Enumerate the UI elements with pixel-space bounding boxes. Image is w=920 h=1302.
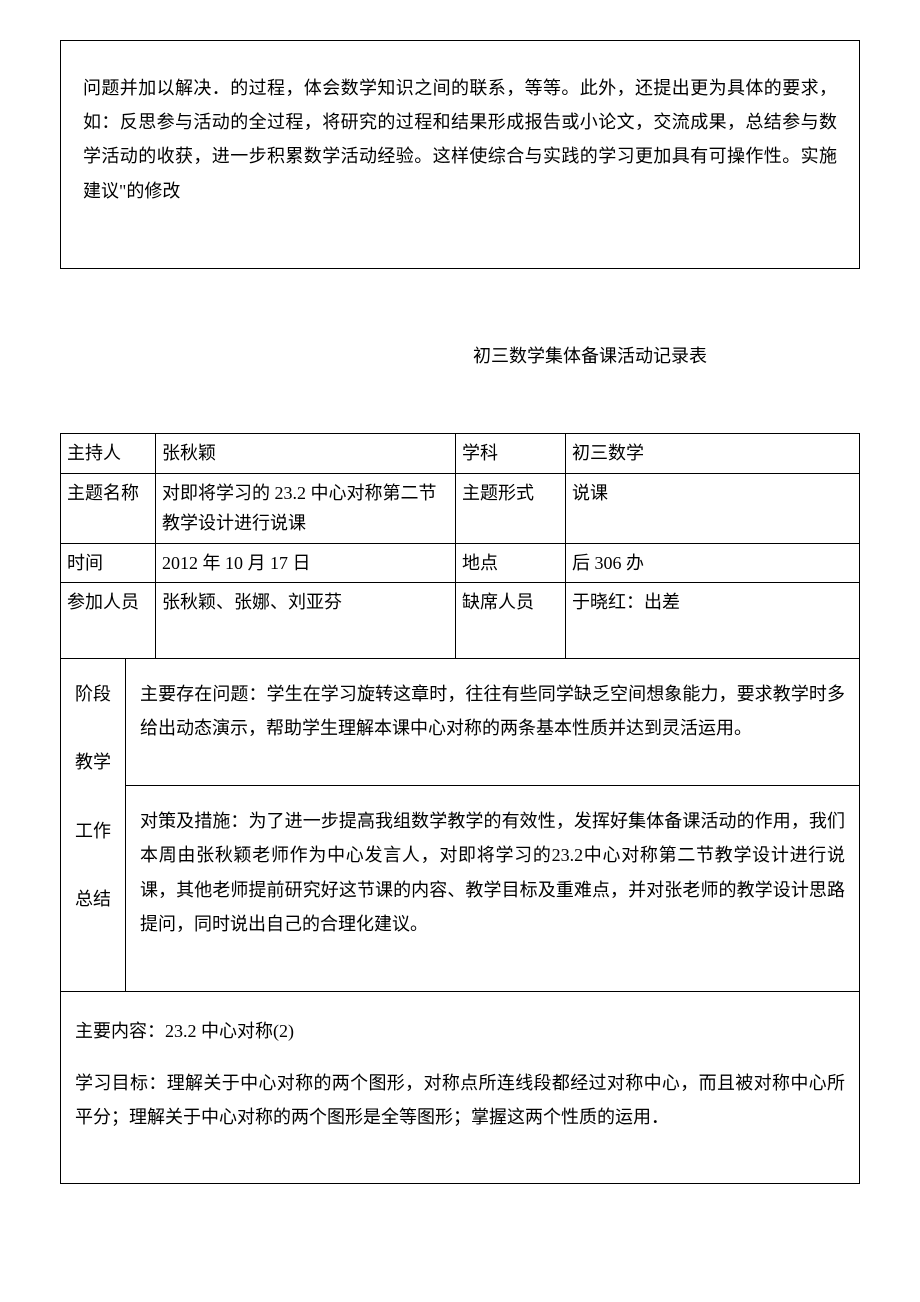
learning-goal: 学习目标：理解关于中心对称的两个图形，对称点所连线段都经过对称中心，而且被对称中… [75, 1066, 845, 1134]
meta-subject-value: 初三数学 [566, 433, 860, 473]
meta-row-attend: 参加人员 张秋颖、张娜、刘亚芬 缺席人员 于晓红：出差 [61, 583, 860, 659]
meta-attend-label: 参加人员 [61, 583, 156, 659]
section-title: 初三数学集体备课活动记录表 [60, 339, 860, 373]
section-title-text: 初三数学集体备课活动记录表 [473, 346, 707, 366]
stage-label-text: 阶段 教学 工作 总结 [75, 684, 111, 909]
meta-row-time: 时间 2012 年 10 月 17 日 地点 后 306 办 [61, 543, 860, 583]
stage-problems-cell: 主要存在问题：学生在学习旋转这章时，往往有些同学缺乏空间想象能力，要求教学时多给… [126, 659, 860, 786]
stage-row-measures: 对策及措施：为了进一步提高我组数学教学的有效性，发挥好集体备课活动的作用，我们本… [61, 786, 860, 992]
stage-label-cell: 阶段 教学 工作 总结 [61, 659, 126, 992]
content-box: 主要内容：23.2 中心对称(2) 学习目标：理解关于中心对称的两个图形，对称点… [60, 992, 860, 1184]
meta-form-label: 主题形式 [456, 473, 566, 543]
meta-time-label: 时间 [61, 543, 156, 583]
meta-host-value: 张秋颖 [156, 433, 456, 473]
meta-absent-value: 于晓红：出差 [566, 583, 860, 659]
meta-place-label: 地点 [456, 543, 566, 583]
meta-host-label: 主持人 [61, 433, 156, 473]
top-paragraph-text: 问题并加以解决．的过程，体会数学知识之间的联系，等等。此外，还提出更为具体的要求… [83, 78, 837, 201]
meta-subject-label: 学科 [456, 433, 566, 473]
meta-topic-value: 对即将学习的 23.2 中心对称第二节教学设计进行说课 [156, 473, 456, 543]
page-container: 问题并加以解决．的过程，体会数学知识之间的联系，等等。此外，还提出更为具体的要求… [0, 0, 920, 1244]
stage-measures-cell: 对策及措施：为了进一步提高我组数学教学的有效性，发挥好集体备课活动的作用，我们本… [126, 786, 860, 992]
meta-table: 主持人 张秋颖 学科 初三数学 主题名称 对即将学习的 23.2 中心对称第二节… [60, 433, 860, 659]
meta-row-topic: 主题名称 对即将学习的 23.2 中心对称第二节教学设计进行说课 主题形式 说课 [61, 473, 860, 543]
main-content-label: 主要内容：23.2 中心对称(2) [75, 1014, 845, 1048]
top-paragraph-box: 问题并加以解决．的过程，体会数学知识之间的联系，等等。此外，还提出更为具体的要求… [60, 40, 860, 269]
meta-absent-label: 缺席人员 [456, 583, 566, 659]
meta-form-value: 说课 [566, 473, 860, 543]
meta-attend-value: 张秋颖、张娜、刘亚芬 [156, 583, 456, 659]
stage-table: 阶段 教学 工作 总结 主要存在问题：学生在学习旋转这章时，往往有些同学缺乏空间… [60, 659, 860, 992]
meta-row-host: 主持人 张秋颖 学科 初三数学 [61, 433, 860, 473]
meta-topic-label: 主题名称 [61, 473, 156, 543]
stage-problems-text: 主要存在问题：学生在学习旋转这章时，往往有些同学缺乏空间想象能力，要求教学时多给… [140, 684, 845, 738]
stage-row-problems: 阶段 教学 工作 总结 主要存在问题：学生在学习旋转这章时，往往有些同学缺乏空间… [61, 659, 860, 786]
meta-place-value: 后 306 办 [566, 543, 860, 583]
meta-time-value: 2012 年 10 月 17 日 [156, 543, 456, 583]
stage-measures-text: 对策及措施：为了进一步提高我组数学教学的有效性，发挥好集体备课活动的作用，我们本… [140, 811, 845, 934]
